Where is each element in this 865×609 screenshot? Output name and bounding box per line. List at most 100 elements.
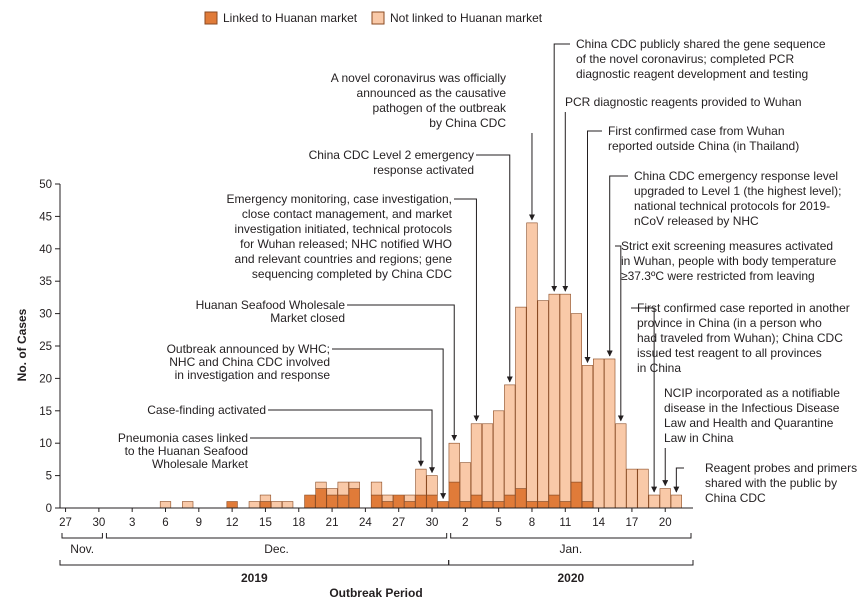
bar-linked bbox=[526, 501, 538, 509]
bar-linked bbox=[326, 494, 338, 509]
annotation-leader bbox=[551, 43, 570, 292]
x-axis: 27 30 3 6 9 12 15 18 21 24 27 30 2 5 8 11 14 17 20 bbox=[59, 507, 693, 529]
bar-not-linked bbox=[559, 293, 571, 502]
annotation-text: Strict exit screening measures activated bbox=[621, 239, 833, 253]
bar-linked bbox=[382, 501, 394, 509]
annotation-thailand: First confirmed case from Wuhanreported … bbox=[584, 124, 799, 364]
bar-linked bbox=[426, 494, 438, 509]
annotation-text: to the Huanan Seafood bbox=[125, 444, 248, 458]
annotation-emergency-monitoring: Emergency monitoring, case investigation… bbox=[227, 192, 480, 422]
bar-not-linked bbox=[415, 468, 427, 496]
x-tick-label: 17 bbox=[626, 517, 639, 529]
annotation-level1: China CDC emergency response levelupgrad… bbox=[606, 169, 841, 357]
x-tick-label: 3 bbox=[129, 517, 135, 529]
bar-not-linked bbox=[515, 306, 527, 489]
bar-not-linked bbox=[248, 501, 260, 509]
x-tick-label: 11 bbox=[559, 517, 571, 529]
bar-not-linked bbox=[182, 501, 194, 509]
annotation-gene-sequence: China CDC publicly shared the gene seque… bbox=[551, 37, 826, 292]
annotation-leader bbox=[332, 348, 447, 500]
annotation-text: in China bbox=[637, 361, 681, 375]
annotation-leader bbox=[631, 307, 658, 493]
annotation-ncip: NCIP incorporated as a notifiabledisease… bbox=[662, 386, 840, 487]
bar-linked bbox=[348, 488, 360, 509]
y-tick-label: 10 bbox=[39, 438, 52, 450]
x-axis-label: Outbreak Period bbox=[329, 586, 422, 600]
annotation-text: of the novel coronavirus; completed PCR bbox=[576, 52, 794, 66]
annotation-text: NHC and China CDC involved bbox=[169, 355, 330, 369]
annotation-leader bbox=[673, 467, 684, 493]
x-tick-label: 8 bbox=[529, 517, 535, 529]
bar-not-linked bbox=[615, 423, 627, 509]
bar-not-linked bbox=[604, 358, 616, 509]
annotation-text: First confirmed case from Wuhan bbox=[608, 124, 785, 138]
annotation-outbreak-announced: Outbreak announced by WHC;NHC and China … bbox=[167, 342, 447, 500]
y-tick-label: 40 bbox=[39, 244, 52, 256]
annotation-text: Reagent probes and primers bbox=[705, 461, 857, 475]
annotation-text: Law in China bbox=[664, 431, 734, 445]
bar-not-linked bbox=[282, 501, 294, 509]
x-tick-label: 27 bbox=[392, 517, 405, 529]
bar-not-linked bbox=[382, 494, 394, 502]
bars bbox=[159, 222, 682, 509]
bar-linked bbox=[226, 501, 238, 509]
bar-not-linked bbox=[648, 494, 660, 509]
annotation-text: pathogen of the outbreak bbox=[373, 101, 507, 115]
annotation-leader bbox=[454, 198, 480, 422]
annotation-text: upgraded to Level 1 (the highest level); bbox=[634, 184, 841, 198]
annotation-text: in investigation and response bbox=[175, 368, 331, 382]
y-tick-label: 30 bbox=[39, 309, 52, 321]
x-tick-label: 12 bbox=[226, 517, 239, 529]
y-tick-label: 50 bbox=[39, 179, 52, 191]
x-tick-label: 9 bbox=[196, 517, 202, 529]
bar-not-linked bbox=[426, 475, 438, 496]
bar-linked bbox=[570, 481, 582, 509]
bar-linked bbox=[481, 501, 494, 509]
bar-not-linked bbox=[593, 358, 605, 509]
annotation-text: Market closed bbox=[270, 311, 345, 325]
bar-not-linked bbox=[570, 313, 582, 483]
y-tick-label: 25 bbox=[39, 341, 52, 353]
bar-not-linked bbox=[159, 501, 172, 509]
bar-not-linked bbox=[259, 494, 272, 502]
bar-linked bbox=[504, 494, 516, 509]
year-bracket bbox=[59, 560, 450, 566]
bar-linked bbox=[370, 494, 383, 509]
bar-not-linked bbox=[637, 468, 649, 509]
bar-linked bbox=[404, 501, 416, 509]
y-tick-label: 45 bbox=[39, 211, 52, 223]
bar-linked bbox=[315, 488, 327, 509]
year-label: 2020 bbox=[557, 571, 584, 585]
bar-not-linked bbox=[670, 494, 682, 509]
x-tick-label: 6 bbox=[162, 517, 168, 529]
bar-linked bbox=[459, 501, 471, 509]
x-tick-label: 18 bbox=[292, 517, 305, 529]
annotation-leader bbox=[476, 154, 513, 383]
bar-linked bbox=[304, 494, 316, 509]
annotation-text: for Wuhan released; NHC notified WHO bbox=[240, 237, 452, 251]
bar-not-linked bbox=[337, 481, 349, 496]
bar-not-linked bbox=[493, 410, 505, 502]
bar-not-linked bbox=[537, 300, 549, 502]
x-tick-label: 2 bbox=[462, 517, 468, 529]
bar-not-linked bbox=[626, 468, 638, 509]
bar-linked bbox=[448, 481, 460, 509]
annotation-text: response activated bbox=[373, 163, 474, 177]
annotation-text: by China CDC bbox=[429, 116, 506, 130]
y-tick-label: 20 bbox=[39, 373, 52, 385]
year-label: 2019 bbox=[241, 571, 268, 585]
bar-not-linked bbox=[548, 293, 560, 496]
annotation-text: Outbreak announced by WHC; bbox=[167, 342, 330, 356]
bar-not-linked bbox=[315, 481, 327, 489]
y-tick-label: 15 bbox=[39, 406, 52, 418]
annotation-pcr-reagents: PCR diagnostic reagents provided to Wuha… bbox=[562, 95, 802, 292]
bar-linked bbox=[581, 501, 594, 509]
annotation-text: Case-finding activated bbox=[147, 403, 266, 417]
annotation-pathogen: A novel coronavirus was officiallyannoun… bbox=[331, 71, 535, 221]
bar-linked bbox=[437, 501, 449, 509]
legend-label-linked: Linked to Huanan market bbox=[223, 11, 358, 25]
